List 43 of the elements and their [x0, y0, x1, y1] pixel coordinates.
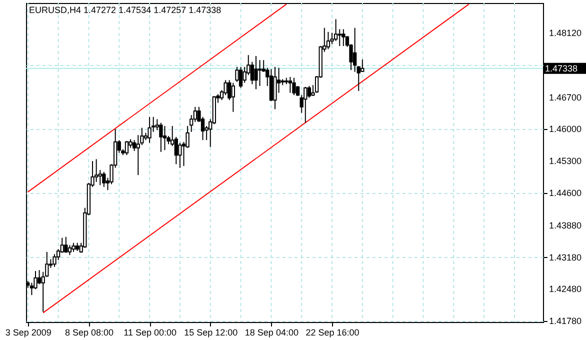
candlestick [159, 122, 163, 152]
candlestick [258, 60, 262, 86]
x-tick-label: 3 Sep 2009 [5, 328, 52, 338]
candlestick [307, 86, 312, 98]
y-tick-label: 1.48120 [549, 28, 582, 38]
candlestick [148, 116, 152, 144]
candlestick [254, 56, 258, 90]
y-tick-label: 1.42480 [549, 284, 582, 294]
candlestick [224, 80, 228, 96]
candlestick [360, 58, 364, 73]
candlestick [162, 126, 167, 151]
candlestick [238, 66, 243, 88]
x-tick-label: 18 Sep 04:00 [244, 328, 298, 338]
x-tick-label: 22 Sep 16:00 [306, 328, 360, 338]
y-tick-label: 1.43880 [549, 220, 582, 231]
chart-title: EURUSD,H4 1.47272 1.47534 1.47257 1.47338 [29, 5, 222, 15]
candlestick [178, 142, 182, 168]
y-tick-label: 1.45300 [549, 156, 582, 166]
y-tick-label: 1.43180 [549, 252, 582, 262]
candlestick [231, 82, 236, 112]
ref-line-label: 1.47338 [545, 63, 578, 74]
x-tick-label: 8 Sep 08:00 [64, 328, 114, 338]
x-tick-label: 11 Sep 00:00 [124, 328, 176, 338]
candlestick [37, 270, 42, 285]
candlestick [124, 140, 129, 156]
candlestick [352, 27, 357, 72]
candlestick [304, 86, 308, 124]
candlestick [235, 66, 239, 82]
candlestick [64, 236, 68, 254]
candlestick [338, 28, 342, 46]
candlestick [273, 66, 277, 110]
x-tick-label: 15 Sep 12:00 [184, 328, 238, 338]
candlestick [342, 28, 346, 46]
candlestick [68, 244, 72, 256]
candlestick [292, 77, 296, 96]
candlestick [102, 171, 106, 188]
y-tick-label: 1.41780 [549, 316, 582, 326]
candlestick [72, 242, 76, 252]
y-tick-label: 1.46700 [549, 92, 582, 102]
candlestick [326, 31, 330, 50]
y-tick-label: 1.44600 [549, 188, 582, 198]
candlestick [288, 76, 292, 94]
y-tick-label: 1.46000 [549, 124, 582, 134]
